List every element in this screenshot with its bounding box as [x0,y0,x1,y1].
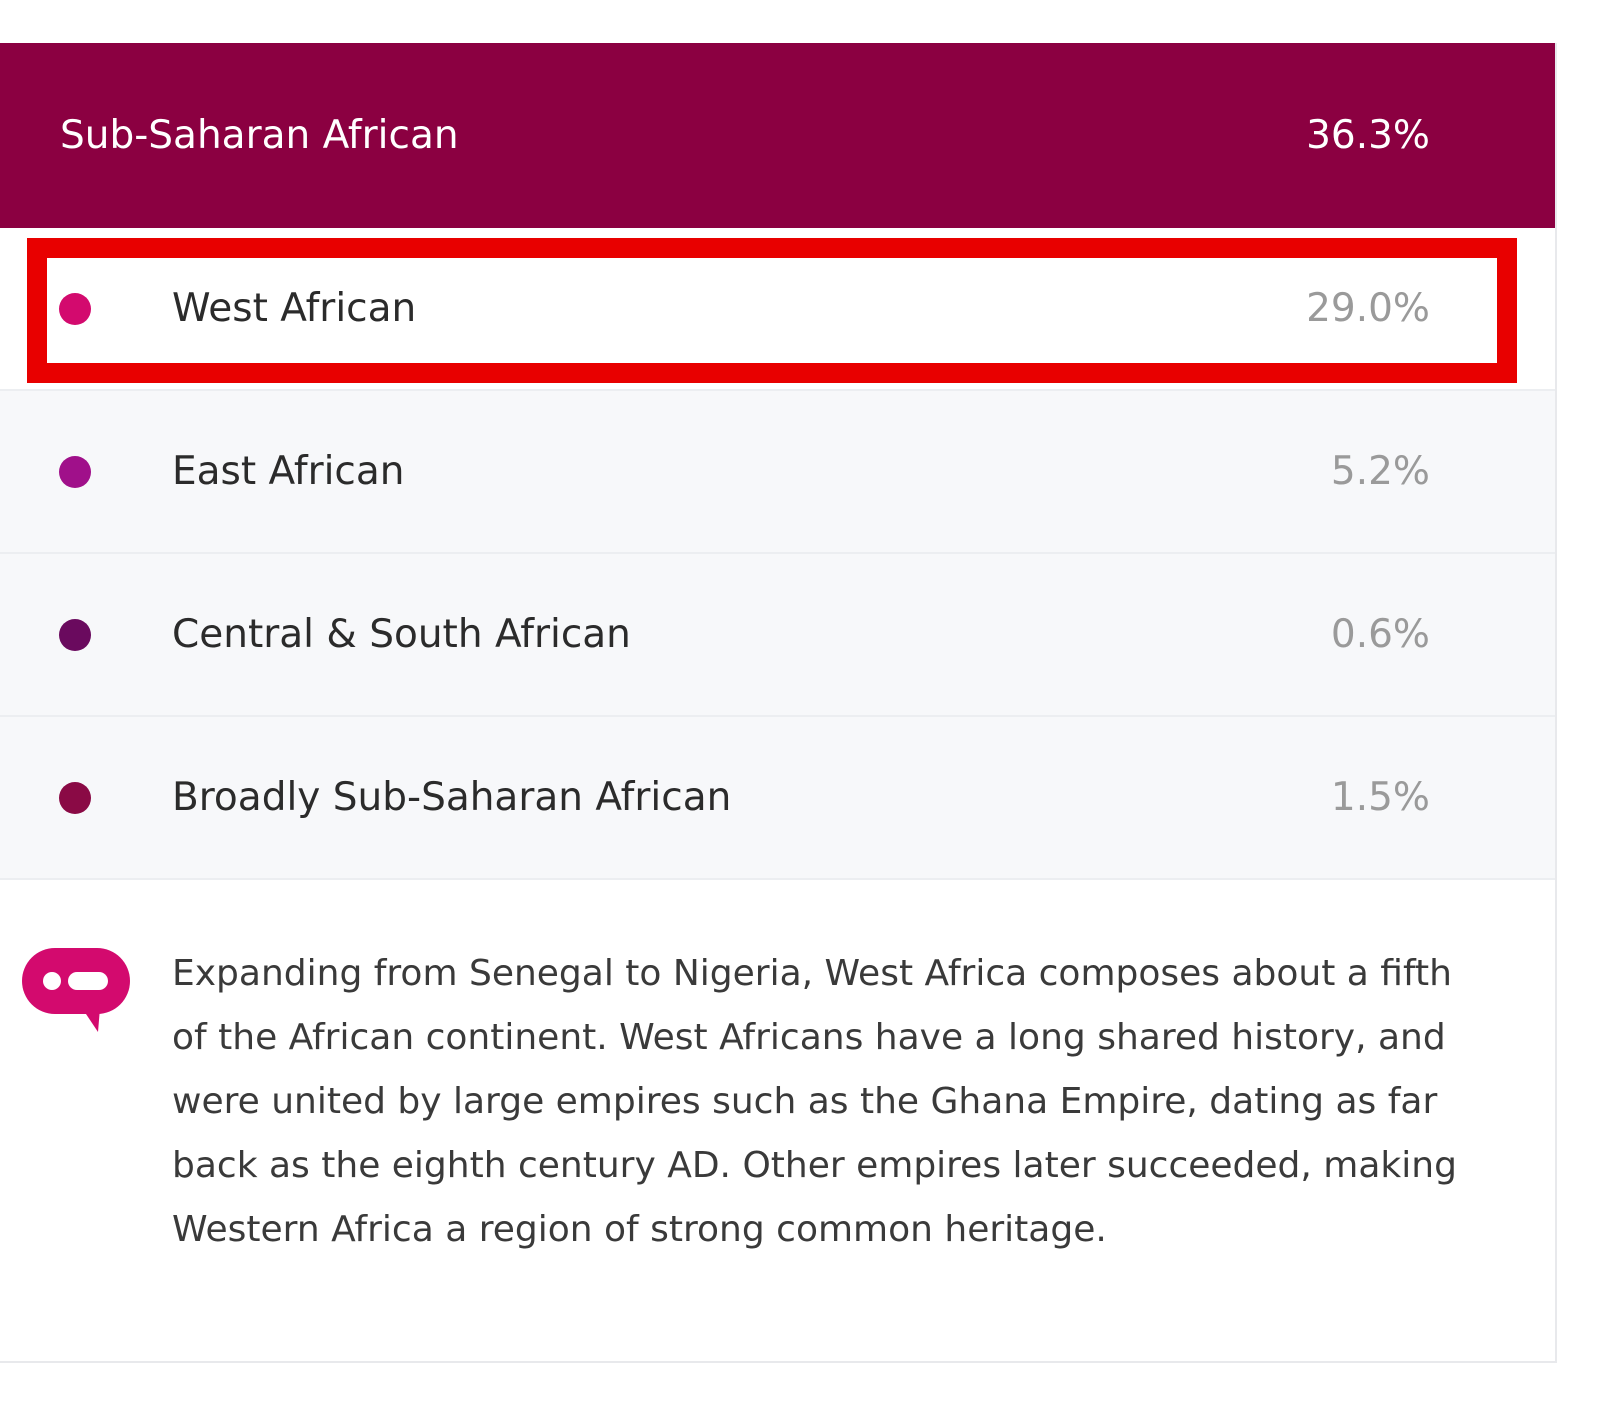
row-label: Broadly Sub-Saharan African [172,775,732,820]
row-percent: 5.2% [1330,449,1430,494]
row-label: Central & South African [172,612,631,657]
row-percent: 0.6% [1330,612,1430,657]
list-item-east-african[interactable]: East African 5.2% [0,391,1555,554]
color-dot-icon [59,292,91,325]
description-text: Expanding from Senegal to Nigeria, West … [172,953,1457,1250]
color-dot-icon [59,455,91,488]
row-label: East African [172,449,405,494]
region-percent: 36.3% [1306,113,1430,158]
speech-bubble-icon [22,948,130,1032]
row-percent: 1.5% [1330,775,1430,820]
region-description: Expanding from Senegal to Nigeria, West … [0,880,1555,1262]
list-item-central-south-african[interactable]: Central & South African 0.6% [0,554,1555,717]
list-item-broadly-sub-saharan[interactable]: Broadly Sub-Saharan African 1.5% [0,717,1555,880]
region-name: Sub-Saharan African [60,113,459,158]
list-item-west-african[interactable]: West African 29.0% [0,228,1555,391]
ancestry-panel: Sub-Saharan African 36.3% West African 2… [0,43,1557,1363]
region-header[interactable]: Sub-Saharan African 36.3% [0,43,1555,228]
color-dot-icon [59,618,91,651]
row-label: West African [172,286,417,331]
color-dot-icon [59,781,91,814]
row-percent: 29.0% [1306,286,1430,331]
